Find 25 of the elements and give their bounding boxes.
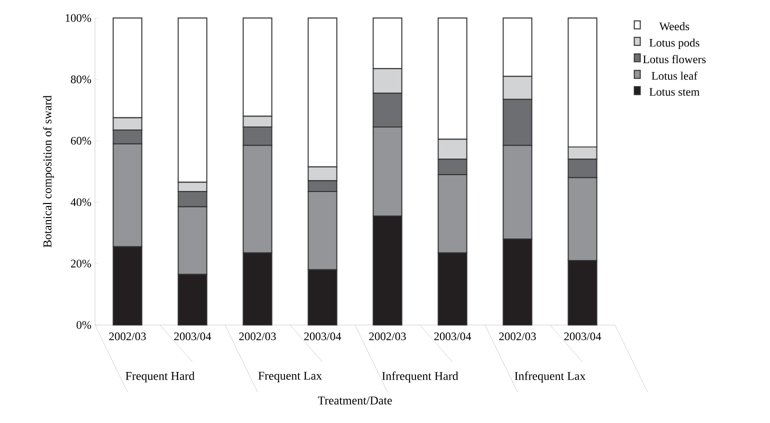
x-tick-label: 2003/04 <box>304 332 342 340</box>
text: Frequent Hard <box>126 372 195 382</box>
y-tick-label: 40% <box>70 198 92 206</box>
x-tick-label: 2003/04 <box>564 332 602 340</box>
y-tick-label: 60% <box>70 136 92 145</box>
legend-label: Weeds <box>659 22 690 30</box>
legend-label: Lotus stem <box>649 88 700 96</box>
y-axis-title: Botanical composition of sward <box>42 95 54 248</box>
x-tick-label: 2002/03 <box>239 332 276 340</box>
y-tick-label: 80% <box>70 76 92 84</box>
legend-label: Lotus flowers <box>643 55 706 64</box>
text: Infrequent Lax <box>514 372 586 382</box>
text: Infrequent Hard <box>382 372 458 382</box>
y-tick-label: 0% <box>76 321 92 329</box>
y-tick-label: 20% <box>70 260 92 268</box>
x-axis-title: Treatment/Date <box>318 396 392 405</box>
x-tick-label: 2002/03 <box>109 332 146 340</box>
x-tick-label: 2002/03 <box>369 332 406 340</box>
y-tick-label: 100% <box>66 14 92 22</box>
text: Frequent Lax <box>258 372 322 382</box>
x-tick-label: 2003/04 <box>434 332 472 340</box>
legend-label: Lotus pods <box>649 38 700 49</box>
x-tick-label: 2002/03 <box>499 332 536 340</box>
legend-label: Lotus leaf <box>652 72 698 80</box>
x-tick-label: 2003/04 <box>174 332 212 340</box>
